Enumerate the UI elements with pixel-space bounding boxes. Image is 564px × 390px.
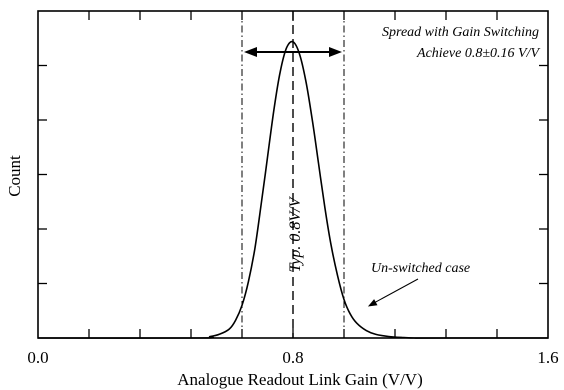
x-tick-label: 0.0: [27, 348, 48, 367]
spread-arrow-head-left: [244, 47, 257, 57]
annotation-spread-line2: Achieve 0.8±0.16 V/V: [416, 46, 540, 61]
series-line-unswitched: [37, 40, 548, 339]
x-tick-label: 1.6: [537, 348, 558, 367]
annotation-spread-line1: Spread with Gain Switching: [382, 25, 539, 40]
annotation-typical-gain: Typ. 0.8V/V: [287, 195, 304, 272]
spread-arrow: [244, 47, 342, 57]
x-tick-labels: 0.0 0.8 1.6: [27, 348, 558, 367]
spread-arrow-head-right: [329, 47, 342, 57]
annotation-unswitched-case: Un-switched case: [371, 261, 470, 276]
reference-lines: [241, 11, 345, 338]
unswitched-arrow-head: [367, 299, 378, 307]
x-tick-label: 0.8: [282, 348, 303, 367]
unswitched-arrow-shaft: [372, 278, 419, 304]
x-axis-label: Analogue Readout Link Gain (V/V): [177, 370, 423, 389]
y-axis-label: Count: [5, 155, 24, 197]
unswitched-arrow: [367, 278, 419, 307]
